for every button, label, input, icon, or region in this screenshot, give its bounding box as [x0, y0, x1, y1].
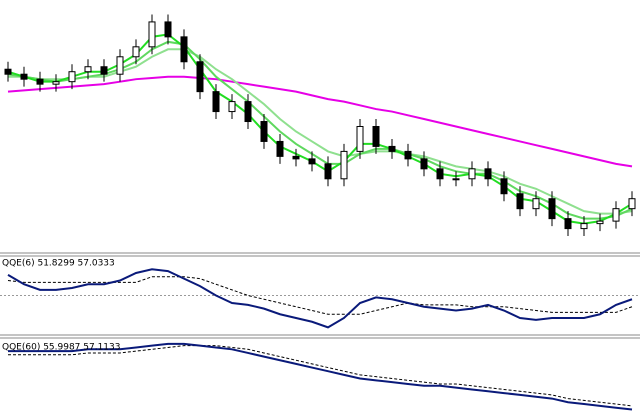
candle-body: [356, 126, 364, 152]
candle-body: [52, 81, 60, 85]
candle-body: [628, 198, 636, 210]
candle-body: [100, 66, 108, 75]
candle-body: [436, 168, 444, 180]
indicator-label: QQE(6) 51.8299 57.0333: [2, 259, 115, 269]
indicator-line: [8, 48, 633, 215]
indicator-line: [7, 268, 633, 329]
candle-body: [404, 150, 412, 160]
candle-body: [212, 91, 220, 113]
candle-body: [276, 140, 284, 157]
candle-body: [596, 220, 604, 225]
candle-body: [340, 150, 348, 180]
candle-body: [292, 155, 300, 160]
candle-body: [324, 163, 332, 180]
candle-body: [516, 193, 524, 210]
candle-body: [612, 208, 620, 222]
candle-body: [260, 121, 268, 142]
candle-body: [148, 21, 156, 48]
candle-body: [484, 168, 492, 180]
candle-body: [4, 68, 12, 75]
candle-body: [132, 46, 140, 58]
candle-body: [420, 158, 428, 170]
indicator-label: QQE(60) 55.9987 57.1133: [2, 343, 121, 353]
indicator-line: [7, 75, 633, 168]
candle-body: [580, 223, 588, 230]
candle-body: [228, 101, 236, 113]
candle-body: [36, 78, 44, 85]
candle-body: [116, 56, 124, 75]
indicator-line: [8, 342, 633, 411]
candle-body: [196, 61, 204, 93]
candle-body: [84, 66, 92, 73]
candle-body: [164, 21, 172, 38]
candle-body: [68, 71, 76, 83]
candle-body: [452, 178, 460, 181]
indicator-line: [7, 40, 633, 220]
candle-body: [500, 178, 508, 195]
candle-body: [372, 126, 380, 147]
candle-body: [20, 73, 28, 80]
candle-body: [308, 158, 316, 165]
candle-body: [468, 168, 476, 180]
indicator-line: [7, 276, 633, 315]
candle-body: [244, 101, 252, 123]
candle-body: [564, 218, 572, 230]
candle-body: [180, 36, 188, 63]
candle-body: [388, 145, 396, 152]
indicator-line: [7, 33, 633, 225]
candle-body: [548, 198, 556, 220]
candle-body: [532, 198, 540, 210]
